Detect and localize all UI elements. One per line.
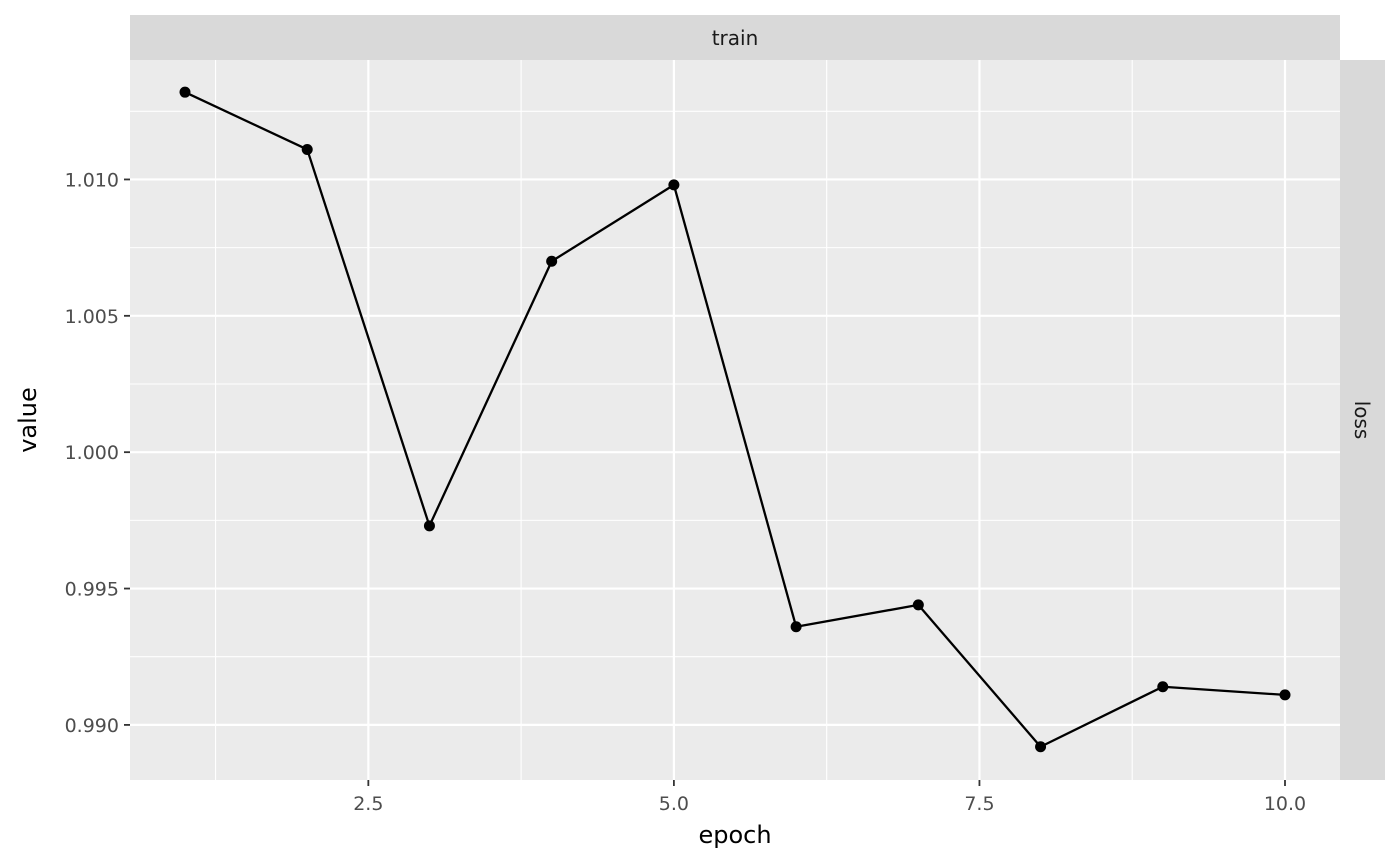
data-point — [423, 520, 435, 532]
panel-background — [130, 60, 1340, 780]
x-axis-title: epoch — [698, 821, 771, 849]
data-point — [912, 599, 924, 611]
facet-label-right: loss — [1350, 401, 1374, 440]
series-layer — [179, 86, 1291, 753]
data-point — [1157, 681, 1169, 693]
y-axis: 0.990 0.995 1.000 1.005 1.010 — [65, 169, 130, 737]
x-axis: 2.5 5.0 7.5 10.0 — [353, 780, 1306, 815]
y-tick-label: 0.990 — [65, 715, 119, 737]
data-point — [179, 86, 191, 98]
y-tick-label: 1.010 — [65, 169, 119, 191]
data-point — [546, 255, 558, 267]
series-line — [184, 91, 1286, 748]
data-point — [1279, 689, 1291, 701]
data-point — [790, 621, 802, 633]
facet-label-top: train — [712, 26, 759, 50]
data-point — [301, 143, 313, 155]
facet-strip-right — [1340, 60, 1385, 780]
facet-strip-top — [130, 15, 1340, 60]
data-point — [668, 179, 680, 191]
y-tick-label: 1.005 — [65, 306, 119, 328]
data-point — [1035, 741, 1047, 753]
y-axis-title: value — [14, 387, 42, 453]
x-tick-label: 2.5 — [353, 793, 383, 815]
y-tick-label: 0.995 — [65, 579, 119, 601]
y-tick-label: 1.000 — [65, 442, 119, 464]
x-tick-label: 7.5 — [964, 793, 994, 815]
x-tick-label: 5.0 — [659, 793, 689, 815]
x-tick-label: 10.0 — [1264, 793, 1306, 815]
